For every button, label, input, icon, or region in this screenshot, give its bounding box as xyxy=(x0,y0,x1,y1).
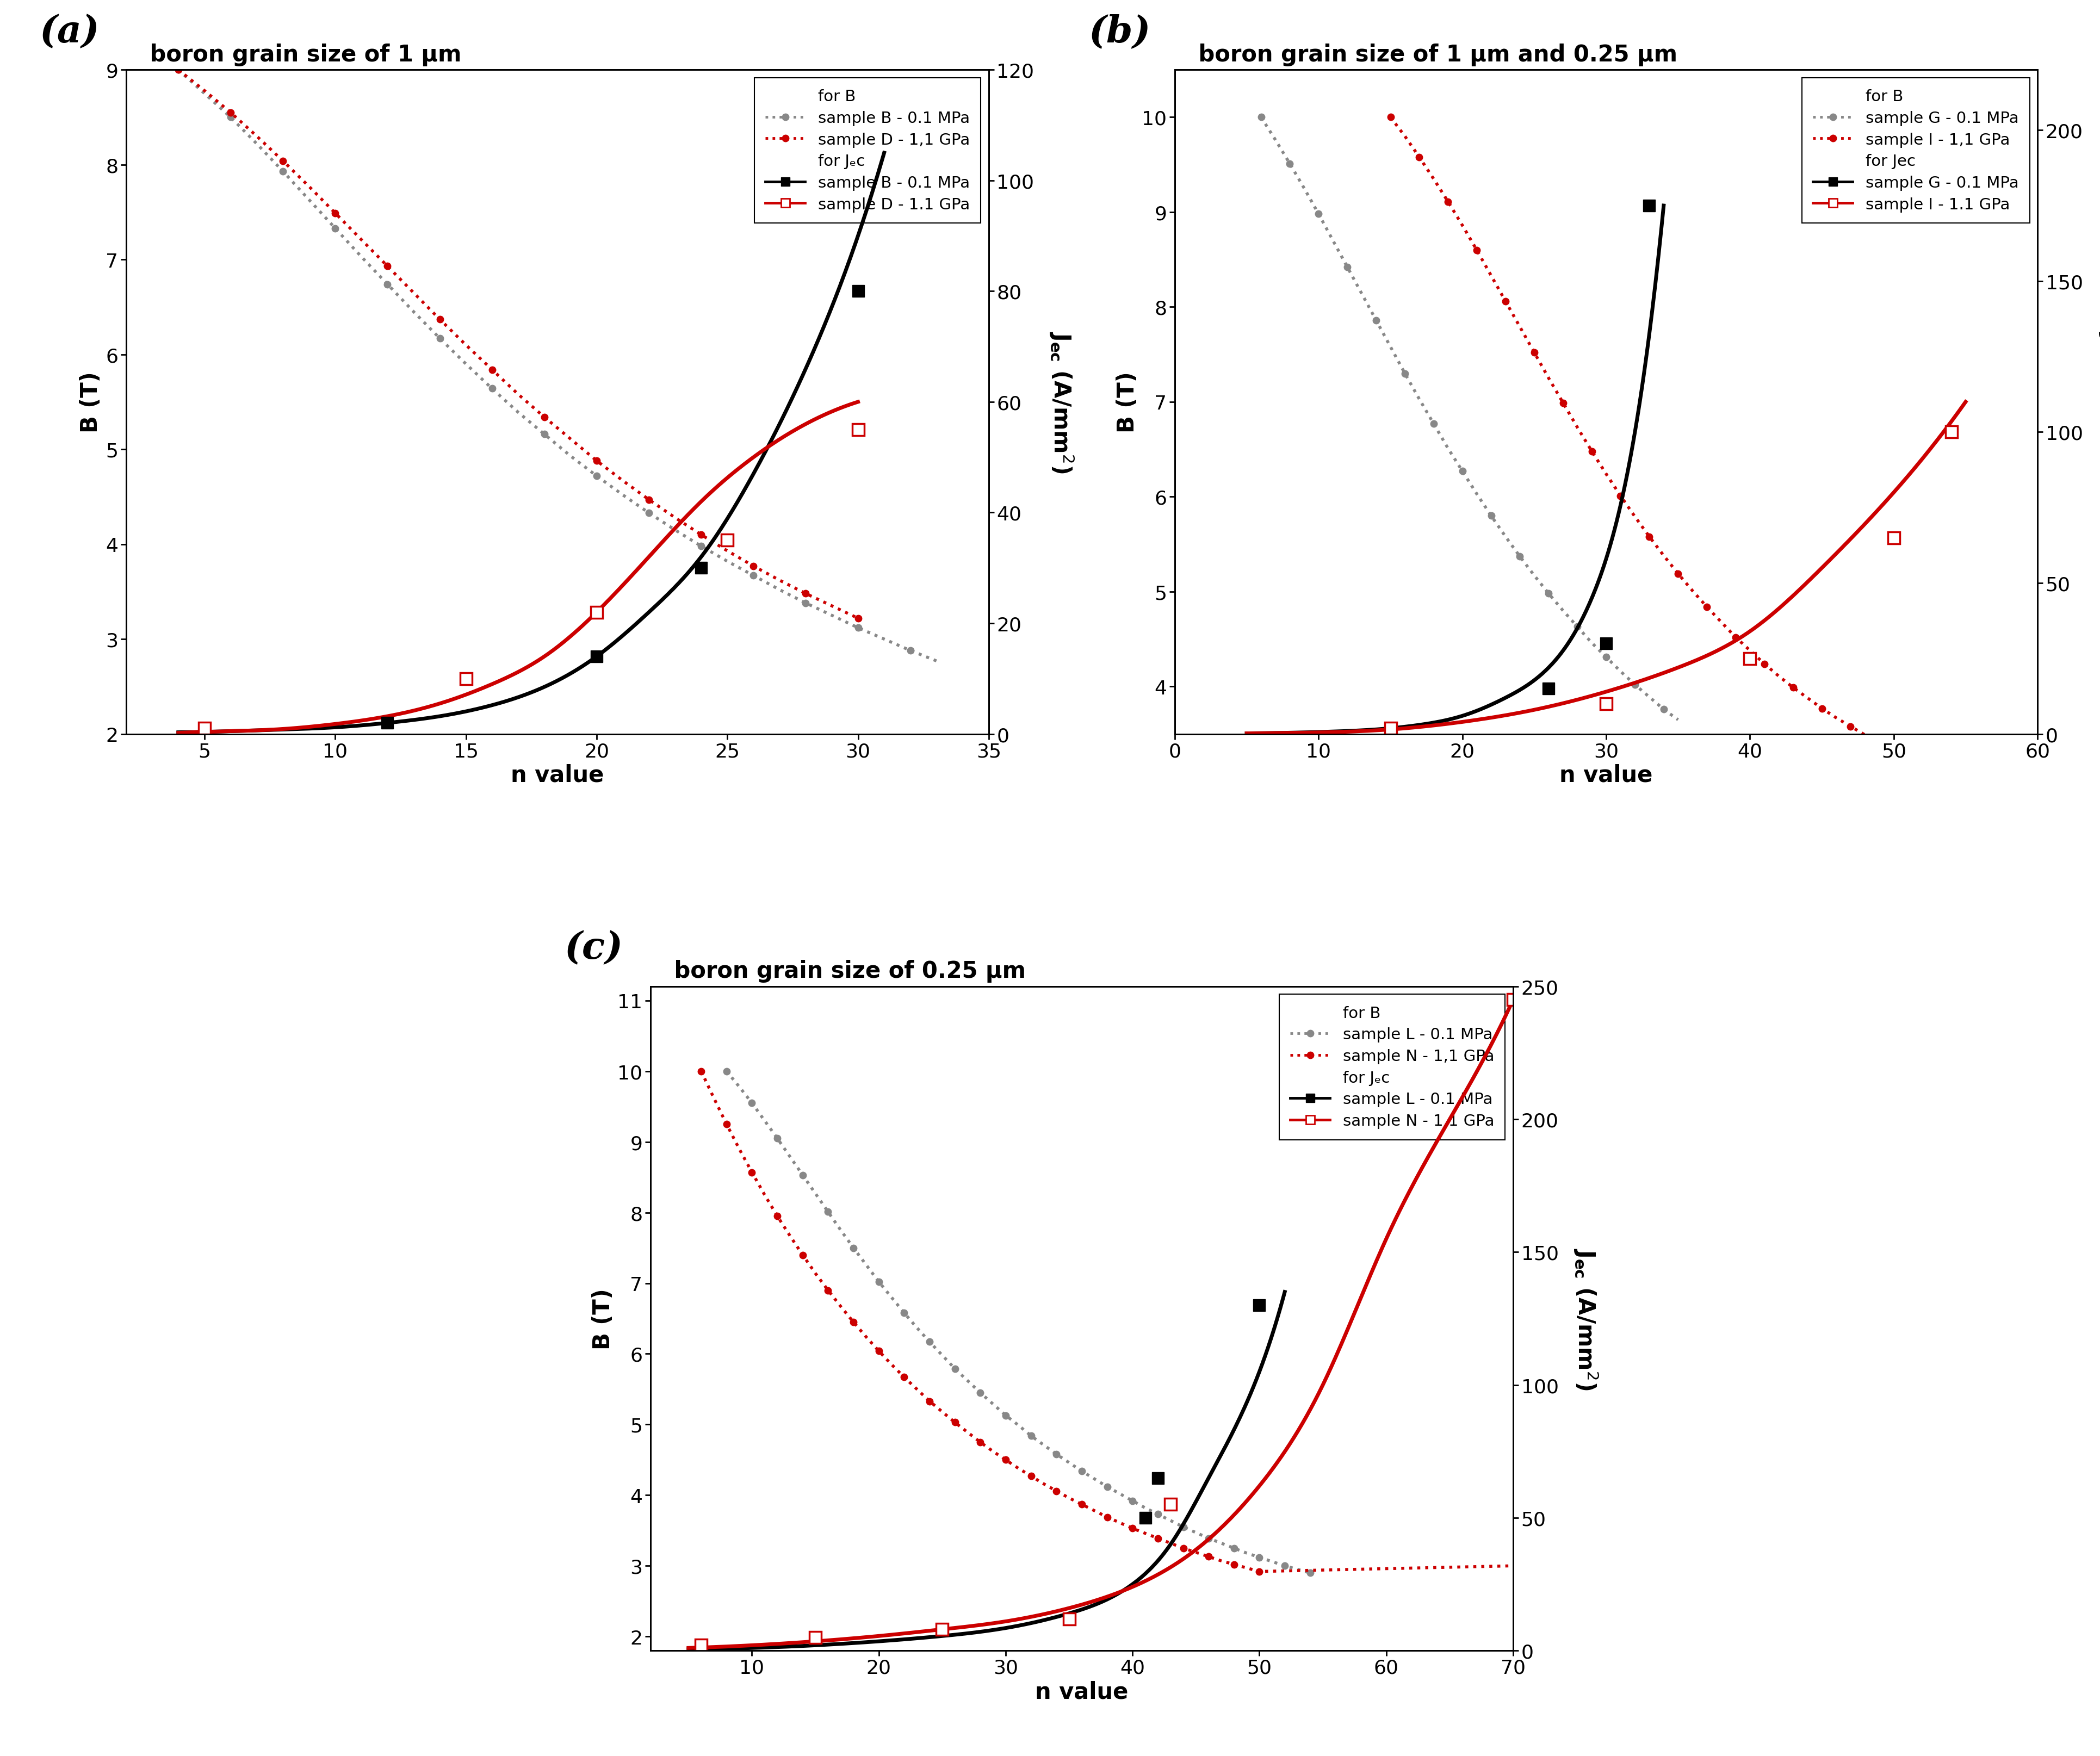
Text: boron grain size of 0.25 μm: boron grain size of 0.25 μm xyxy=(651,959,1025,982)
Y-axis label: J$_\mathregular{ec}$ (A/mm$^2$): J$_\mathregular{ec}$ (A/mm$^2$) xyxy=(1571,1247,1600,1389)
Y-axis label: B (T): B (T) xyxy=(80,372,103,434)
Text: boron grain size of 1 μm: boron grain size of 1 μm xyxy=(126,44,462,67)
Legend: for B, sample B - 0.1 MPa, sample D - 1,1 GPa, for Jₑᴄ, sample B - 0.1 MPa, samp: for B, sample B - 0.1 MPa, sample D - 1,… xyxy=(754,79,981,223)
Text: (c): (c) xyxy=(565,931,624,968)
Y-axis label: J$_\mathregular{ec}$ (A/mm$^2$): J$_\mathregular{ec}$ (A/mm$^2$) xyxy=(2096,332,2100,474)
Text: (b): (b) xyxy=(1088,14,1151,51)
Legend: for B, sample G - 0.1 MPa, sample I - 1,1 GPa, for Jec, sample G - 0.1 MPa, samp: for B, sample G - 0.1 MPa, sample I - 1,… xyxy=(1802,79,2029,223)
Text: (a): (a) xyxy=(40,14,101,51)
Y-axis label: B (T): B (T) xyxy=(592,1287,615,1349)
Text: boron grain size of 1 μm and 0.25 μm: boron grain size of 1 μm and 0.25 μm xyxy=(1174,44,1678,67)
Legend: for B, sample L - 0.1 MPa, sample N - 1,1 GPa, for Jₑᴄ, sample L - 0.1 MPa, samp: for B, sample L - 0.1 MPa, sample N - 1,… xyxy=(1279,994,1506,1140)
Y-axis label: J$_\mathregular{ec}$ (A/mm$^2$): J$_\mathregular{ec}$ (A/mm$^2$) xyxy=(1048,332,1075,474)
Y-axis label: B (T): B (T) xyxy=(1115,372,1138,434)
X-axis label: n value: n value xyxy=(510,764,605,787)
X-axis label: n value: n value xyxy=(1035,1680,1128,1703)
X-axis label: n value: n value xyxy=(1558,764,1653,787)
